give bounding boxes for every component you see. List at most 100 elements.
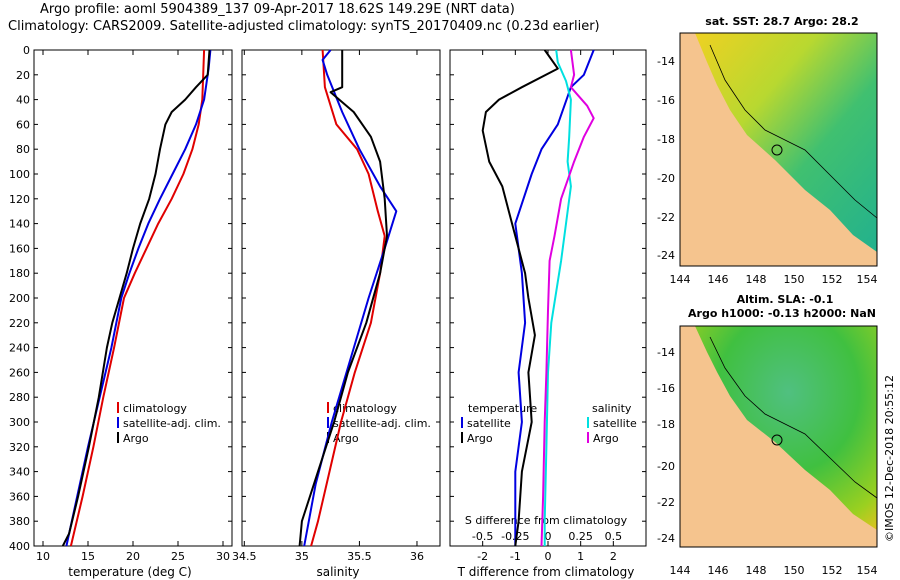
sst-xtick: 150 <box>784 273 805 286</box>
series-line-argo <box>298 50 388 547</box>
ytick-label: 320 <box>9 441 30 454</box>
sla-ytick: -24 <box>657 532 675 545</box>
xtick-label: -2 <box>477 550 488 563</box>
xtick-label: -1 <box>510 550 521 563</box>
temperature-legend: climatology satellite-adj. clim. Argo <box>117 402 221 445</box>
sst-ytick: -24 <box>657 249 675 262</box>
legend-salinity-title: salinity <box>592 402 632 415</box>
sla-map-xaxis: 144 146 148 150 152 154 <box>670 564 878 577</box>
difference-xlabel: T difference from climatology <box>457 565 635 579</box>
sla-xtick: 146 <box>708 564 729 577</box>
ytick-label: 40 <box>16 94 30 107</box>
legend-sat-label: satellite-adj. clim. <box>333 417 431 430</box>
xtick-label: 0 <box>545 550 552 563</box>
xtick-label: 34.5 <box>232 550 257 563</box>
title-line-1: Argo profile: aoml 5904389_137 09-Apr-20… <box>40 2 515 17</box>
sst-map-frame <box>679 32 878 267</box>
salinity-legend: climatology satellite-adj. clim. Argo <box>327 402 431 445</box>
ytick-label: 80 <box>16 143 30 156</box>
legend-clim-label: climatology <box>123 402 187 415</box>
xtick-label: 25 <box>171 550 185 563</box>
sla-ytick: -20 <box>657 460 675 473</box>
series-line-argo <box>61 49 211 547</box>
xtick-label: 1 <box>577 550 584 563</box>
ytick-label: 140 <box>9 218 30 231</box>
sst-map-xaxis: 144 146 148 150 152 154 <box>670 273 878 286</box>
sst-ytick: -20 <box>657 172 675 185</box>
sla-xtick: 144 <box>670 564 691 577</box>
sst-ytick: -14 <box>657 55 675 68</box>
sla-map-yaxis: -14 -16 -18 -20 -22 -24 <box>657 346 675 545</box>
sst-xtick: 144 <box>670 273 691 286</box>
sla-ytick: -14 <box>657 346 675 359</box>
series-line-salinity-satellite <box>543 49 572 546</box>
temperature-xlabel: temperature (deg C) <box>68 565 191 579</box>
legend-t-sat-label: satellite <box>467 417 511 430</box>
ytick-label: 280 <box>9 391 30 404</box>
series-line-temperature-argo <box>481 49 559 547</box>
series-line-satellite-adj-clim- <box>303 49 398 547</box>
sla-map-land <box>680 326 877 547</box>
legend-sat-label: satellite-adj. clim. <box>123 417 221 430</box>
sst-xtick: 146 <box>708 273 729 286</box>
series-line-climatology <box>69 49 206 547</box>
sla-xtick: 152 <box>822 564 843 577</box>
sst-map-shelf-contour <box>709 44 878 219</box>
ytick-label: 0 <box>23 44 30 57</box>
sst-map-land <box>680 33 877 266</box>
credit-text: ©IMOS 12-Dec-2018 20:55:12 <box>883 375 896 542</box>
salinity-panel-frame <box>241 49 441 547</box>
xtick-label: 36 <box>410 550 424 563</box>
difference-xlabel-2: S difference from climatology <box>465 514 628 527</box>
xtick-label: 20 <box>126 550 140 563</box>
sla-xtick: 148 <box>746 564 767 577</box>
ytick-label: 380 <box>9 515 30 528</box>
title-line-2: Climatology: CARS2009. Satellite-adjuste… <box>8 19 600 34</box>
ytick-label: 20 <box>16 69 30 82</box>
sst-xtick: 152 <box>822 273 843 286</box>
ytick-label: 340 <box>9 466 30 479</box>
legend-argo-label: Argo <box>333 432 359 445</box>
sst-map-title: sat. SST: 28.7 Argo: 28.2 <box>705 15 858 28</box>
sst-xtick: 148 <box>746 273 767 286</box>
sla-map: Altim. SLA: -0.1 Argo h1000: -0.13 h2000… <box>657 293 896 577</box>
ytick-label: 400 <box>9 540 30 553</box>
xtick-label-secondary: 0.5 <box>605 530 623 543</box>
legend-s-argo-label: Argo <box>593 432 619 445</box>
ytick-label: 160 <box>9 242 30 255</box>
ytick-label: 200 <box>9 292 30 305</box>
sla-xtick: 150 <box>784 564 805 577</box>
xtick-label-secondary: 0.25 <box>568 530 593 543</box>
sst-map: sat. SST: 28.7 Argo: 28.2 -14 -16 -18 -2… <box>657 15 878 286</box>
sst-map-yaxis: -14 -16 -18 -20 -22 -24 <box>657 55 675 262</box>
xtick-label: 15 <box>81 550 95 563</box>
sst-argo-location-marker <box>771 144 783 156</box>
legend-temperature-title: temperature <box>468 402 537 415</box>
sst-ytick: -18 <box>657 133 675 146</box>
xtick-label: 30 <box>216 550 230 563</box>
xtick-label: 35 <box>295 550 309 563</box>
sla-ytick: -16 <box>657 382 675 395</box>
sla-ytick: -18 <box>657 418 675 431</box>
sla-ytick: -22 <box>657 496 675 509</box>
legend-t-argo-label: Argo <box>467 432 493 445</box>
sla-map-frame <box>679 325 878 548</box>
ytick-label: 120 <box>9 193 30 206</box>
xtick-label-secondary: -0.5 <box>472 530 493 543</box>
ytick-label: 360 <box>9 490 30 503</box>
series-line-salinity-argo <box>540 49 595 547</box>
ytick-label: 260 <box>9 366 30 379</box>
sla-map-title-1: Altim. SLA: -0.1 <box>737 293 834 306</box>
sla-map-shelf-contour <box>709 336 878 499</box>
salinity-xlabel: salinity <box>316 565 359 579</box>
xtick-label: 35.5 <box>347 550 372 563</box>
sst-ytick: -16 <box>657 94 675 107</box>
legend-clim-label: climatology <box>333 402 397 415</box>
xtick-label: 10 <box>36 550 50 563</box>
ytick-label: 180 <box>9 267 30 280</box>
sla-argo-location-marker <box>771 434 783 446</box>
sst-ytick: -22 <box>657 211 675 224</box>
xtick-label-secondary: 0 <box>545 530 552 543</box>
legend-argo-label: Argo <box>123 432 149 445</box>
